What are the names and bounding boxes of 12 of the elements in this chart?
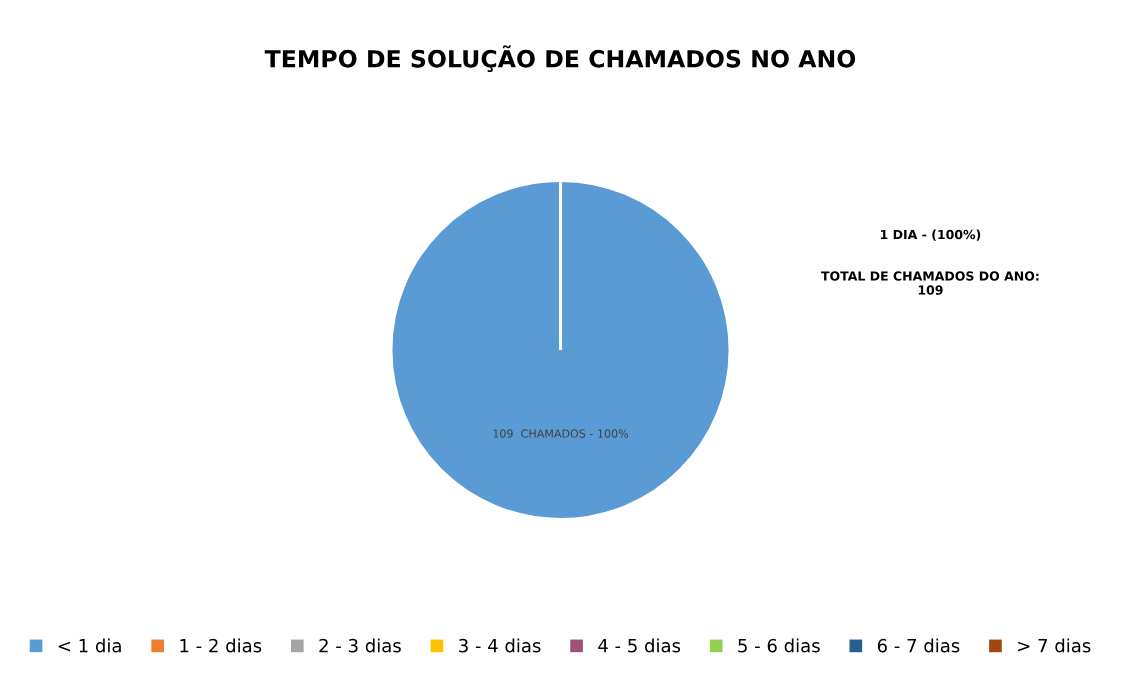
- chart-title: TEMPO DE SOLUÇÃO DE CHAMADOS NO ANO: [264, 45, 856, 72]
- legend-label: 2 - 3 dias: [319, 638, 401, 653]
- text: 1 DIA - (100%): [881, 229, 981, 241]
- legend-label: > 7 dias: [1018, 638, 1091, 653]
- legend-label: 6 - 7 dias: [877, 638, 960, 653]
- text: TOTAL DE CHAMADOS DO ANO: 109: [821, 271, 1039, 295]
- legend-label: 5 - 6 dias: [738, 638, 820, 653]
- legend-label: < 1 dia: [58, 638, 121, 653]
- legend-label: 1 - 2 dias: [180, 638, 262, 653]
- data-label: 109 CHAMADOS - 100%: [493, 429, 629, 438]
- legend-label: 4 - 5 dias: [598, 638, 681, 653]
- legend-label: 3 - 4 dias: [459, 638, 541, 653]
